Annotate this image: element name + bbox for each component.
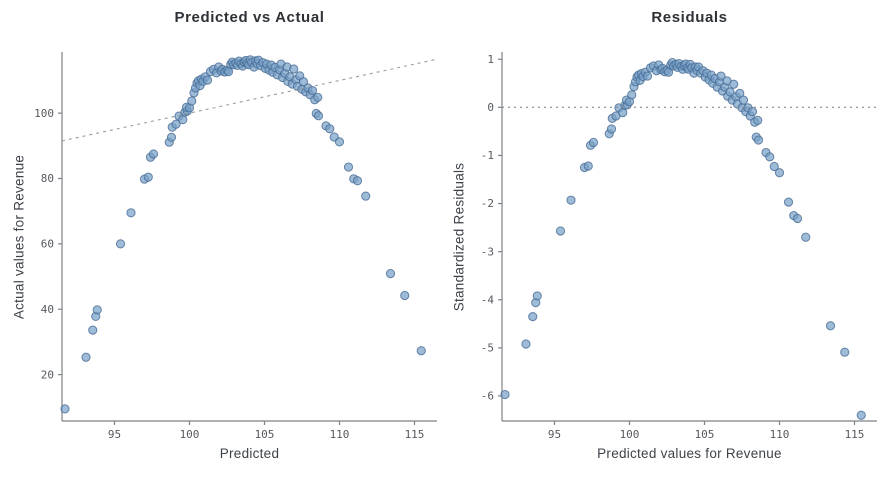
scatter-point bbox=[298, 77, 309, 87]
scatter-point bbox=[521, 339, 531, 349]
scatter-point bbox=[178, 115, 188, 125]
scatter-point bbox=[115, 239, 126, 249]
y-tick-label: 1 bbox=[487, 53, 494, 66]
y-tick-label: 20 bbox=[41, 368, 54, 381]
scatter-plot-canvas: 95 100 105 110 115 1 0 -1 -2 -3 -4 -5 -6 bbox=[481, 52, 877, 441]
scatter-point bbox=[583, 161, 593, 171]
scatter-point bbox=[588, 137, 599, 148]
scatter-point bbox=[753, 135, 764, 145]
x-axis-label: Predicted values for Revenue bbox=[597, 446, 782, 461]
scatter-point bbox=[747, 107, 758, 117]
scatter-point bbox=[825, 321, 836, 331]
x-tick-label: 100 bbox=[180, 428, 200, 441]
scatter-point bbox=[738, 95, 749, 105]
y-tick-label: -3 bbox=[481, 245, 494, 258]
scatter-point bbox=[500, 389, 510, 400]
scatter-point bbox=[126, 208, 136, 218]
x-axis-label: Predicted bbox=[219, 446, 280, 461]
scatter-point bbox=[774, 168, 785, 178]
scatter-point bbox=[400, 290, 410, 301]
scatter-point bbox=[171, 119, 181, 129]
scatter-point bbox=[769, 161, 779, 172]
scatter-point bbox=[555, 226, 566, 236]
scatter-point bbox=[289, 64, 299, 74]
chart-residuals: Residuals Standardized Residuals 95 100 10… bbox=[440, 0, 881, 479]
scatter-point bbox=[343, 162, 354, 172]
x-tick-label: 115 bbox=[405, 428, 425, 441]
scatter-point bbox=[60, 404, 70, 414]
chart-title: Residuals bbox=[651, 9, 728, 26]
scatter-point bbox=[725, 87, 735, 97]
scatter-point bbox=[352, 176, 363, 186]
scatter-point bbox=[606, 124, 617, 134]
scatter-point bbox=[792, 213, 803, 224]
scatter-point bbox=[783, 197, 794, 207]
y-tick-label: -5 bbox=[481, 342, 494, 355]
chart-predicted-vs-actual: Predicted vs Actual Actual values for Re… bbox=[0, 0, 440, 479]
scatter-point bbox=[385, 268, 396, 279]
y-tick-label: 100 bbox=[34, 107, 54, 120]
y-tick-label: -1 bbox=[481, 149, 494, 162]
y-tick-label: 40 bbox=[41, 303, 54, 316]
scatter-point bbox=[753, 115, 763, 125]
x-tick-label: 100 bbox=[620, 428, 640, 441]
scatter-point bbox=[313, 111, 324, 121]
y-tick-label: -6 bbox=[481, 390, 494, 403]
y-tick-label: -4 bbox=[481, 293, 495, 306]
scatter-point bbox=[88, 325, 98, 335]
scatter-point bbox=[528, 312, 538, 322]
scatter-point bbox=[92, 305, 102, 315]
scatter-point bbox=[765, 152, 775, 162]
chart-title: Predicted vs Actual bbox=[174, 9, 325, 26]
scatter-point bbox=[642, 71, 653, 81]
scatter-point bbox=[532, 291, 542, 301]
scatter-point bbox=[202, 75, 213, 85]
identity-reference-line bbox=[61, 58, 438, 142]
y-tick-label: -2 bbox=[481, 197, 494, 210]
scatter-point bbox=[716, 71, 726, 81]
scatter-point bbox=[143, 172, 153, 182]
x-tick-label: 95 bbox=[108, 428, 121, 441]
scatter-point bbox=[856, 410, 866, 420]
scatter-point bbox=[325, 124, 335, 134]
y-tick-label: 0 bbox=[487, 101, 494, 114]
scatter-point bbox=[361, 191, 371, 201]
x-tick-label: 105 bbox=[695, 428, 715, 441]
scatter-point bbox=[334, 137, 345, 147]
scatter-point bbox=[729, 79, 739, 89]
scatter-point bbox=[187, 96, 197, 106]
x-tick-label: 110 bbox=[770, 428, 790, 441]
scatter-point bbox=[148, 149, 159, 159]
scatter-point bbox=[81, 352, 91, 362]
scatter-point bbox=[416, 346, 426, 356]
y-tick-label: 80 bbox=[41, 172, 54, 185]
x-tick-label: 115 bbox=[845, 428, 865, 441]
x-tick-label: 105 bbox=[255, 428, 275, 441]
scatter-point bbox=[566, 195, 576, 205]
scatter-point bbox=[307, 85, 318, 96]
x-tick-label: 110 bbox=[330, 428, 350, 441]
y-tick-label: 60 bbox=[41, 238, 54, 251]
scatter-point bbox=[166, 132, 177, 142]
scatter-point bbox=[801, 232, 811, 242]
scatter-point bbox=[840, 347, 850, 357]
scatter-point bbox=[627, 90, 637, 100]
x-tick-label: 95 bbox=[548, 428, 561, 441]
scatter-plot-canvas: 95 100 105 110 115 20 40 60 80 100 bbox=[34, 52, 438, 441]
scatter-point bbox=[313, 92, 323, 103]
